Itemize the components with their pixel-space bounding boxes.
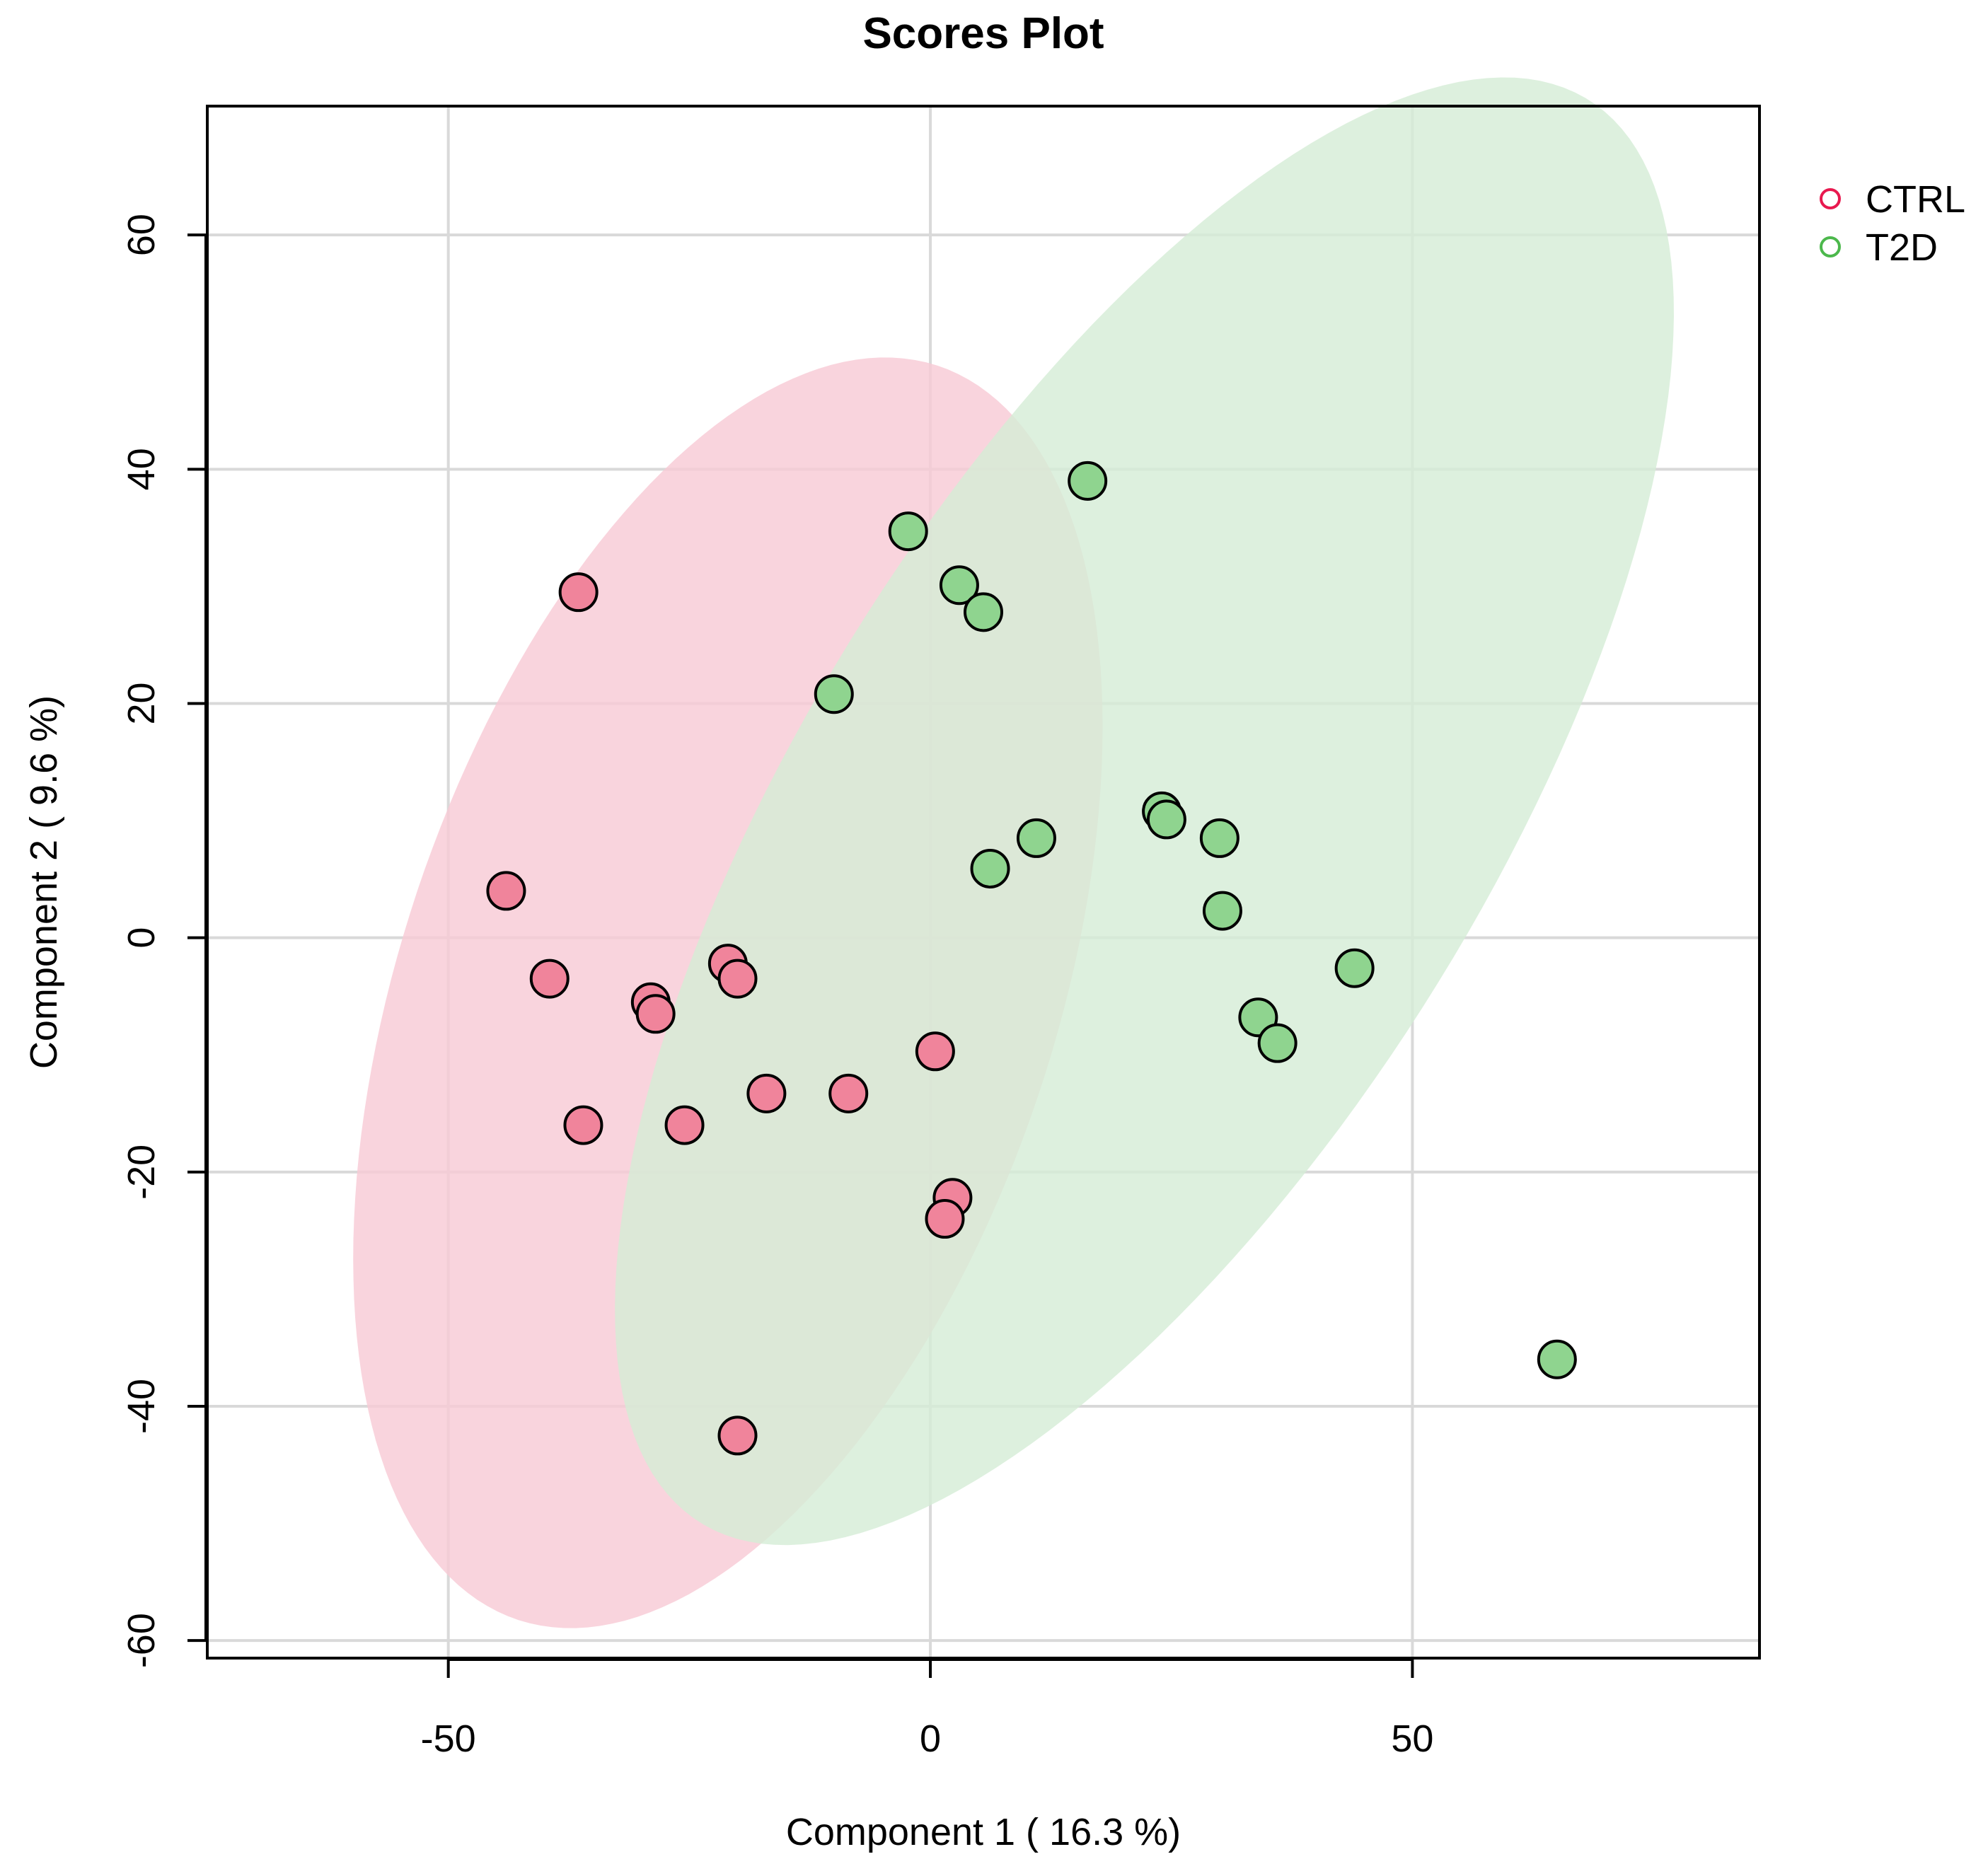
point-t2d-12 <box>1334 948 1375 988</box>
legend-marker-t2d <box>1820 236 1841 257</box>
point-ctrl-7 <box>717 959 758 999</box>
point-t2d-3 <box>939 565 979 606</box>
point-ctrl-12 <box>915 1031 955 1072</box>
point-t2d-7 <box>1146 799 1186 840</box>
y-tick-label: 20 <box>120 682 163 724</box>
y-axis-label: Component 2 ( 9.6 %) <box>23 695 65 1069</box>
x-axis-label: Component 1 ( 16.3 %) <box>786 1811 1181 1853</box>
point-ctrl-14 <box>925 1199 965 1239</box>
point-ctrl-9 <box>664 1105 705 1145</box>
x-tick-label: 50 <box>1391 1718 1433 1760</box>
legend-marker-ctrl <box>1820 188 1841 209</box>
legend-label-ctrl: CTRL <box>1866 178 1965 221</box>
point-ctrl-5 <box>635 994 676 1034</box>
point-ctrl-15 <box>717 1415 758 1456</box>
legend: CTRL T2D <box>1820 178 1965 269</box>
point-ctrl-2 <box>486 871 526 911</box>
point-t2d-11 <box>1202 891 1242 931</box>
y-tick-label: 60 <box>120 214 163 256</box>
point-t2d-5 <box>814 674 854 714</box>
point-t2d-2 <box>888 511 928 552</box>
point-t2d-14 <box>1257 1023 1298 1063</box>
point-t2d-15 <box>1537 1339 1577 1379</box>
point-t2d-4 <box>964 592 1003 632</box>
point-ctrl-1 <box>558 572 599 613</box>
x-axis: -50 0 50 <box>421 1658 1433 1760</box>
x-tick-label: 0 <box>920 1718 941 1760</box>
legend-label-t2d: T2D <box>1866 226 1938 269</box>
y-tick-label: -20 <box>120 1145 163 1200</box>
point-t2d-1 <box>1068 461 1108 501</box>
chart-title: Scores Plot <box>862 9 1104 58</box>
score-points <box>486 461 1577 1456</box>
point-ctrl-3 <box>529 959 570 999</box>
y-tick-label: 0 <box>120 927 163 949</box>
point-t2d-9 <box>1016 818 1056 858</box>
y-tick-label: -60 <box>120 1613 163 1668</box>
point-t2d-8 <box>1199 818 1239 858</box>
y-tick-label: -40 <box>120 1379 163 1434</box>
point-ctrl-10 <box>746 1073 787 1113</box>
point-t2d-10 <box>970 848 1010 888</box>
y-axis: -60 -40 -20 0 20 40 60 <box>120 214 207 1668</box>
y-tick-label: 40 <box>120 448 163 490</box>
point-ctrl-8 <box>563 1105 603 1145</box>
point-ctrl-11 <box>828 1073 869 1113</box>
x-tick-label: -50 <box>421 1718 476 1760</box>
